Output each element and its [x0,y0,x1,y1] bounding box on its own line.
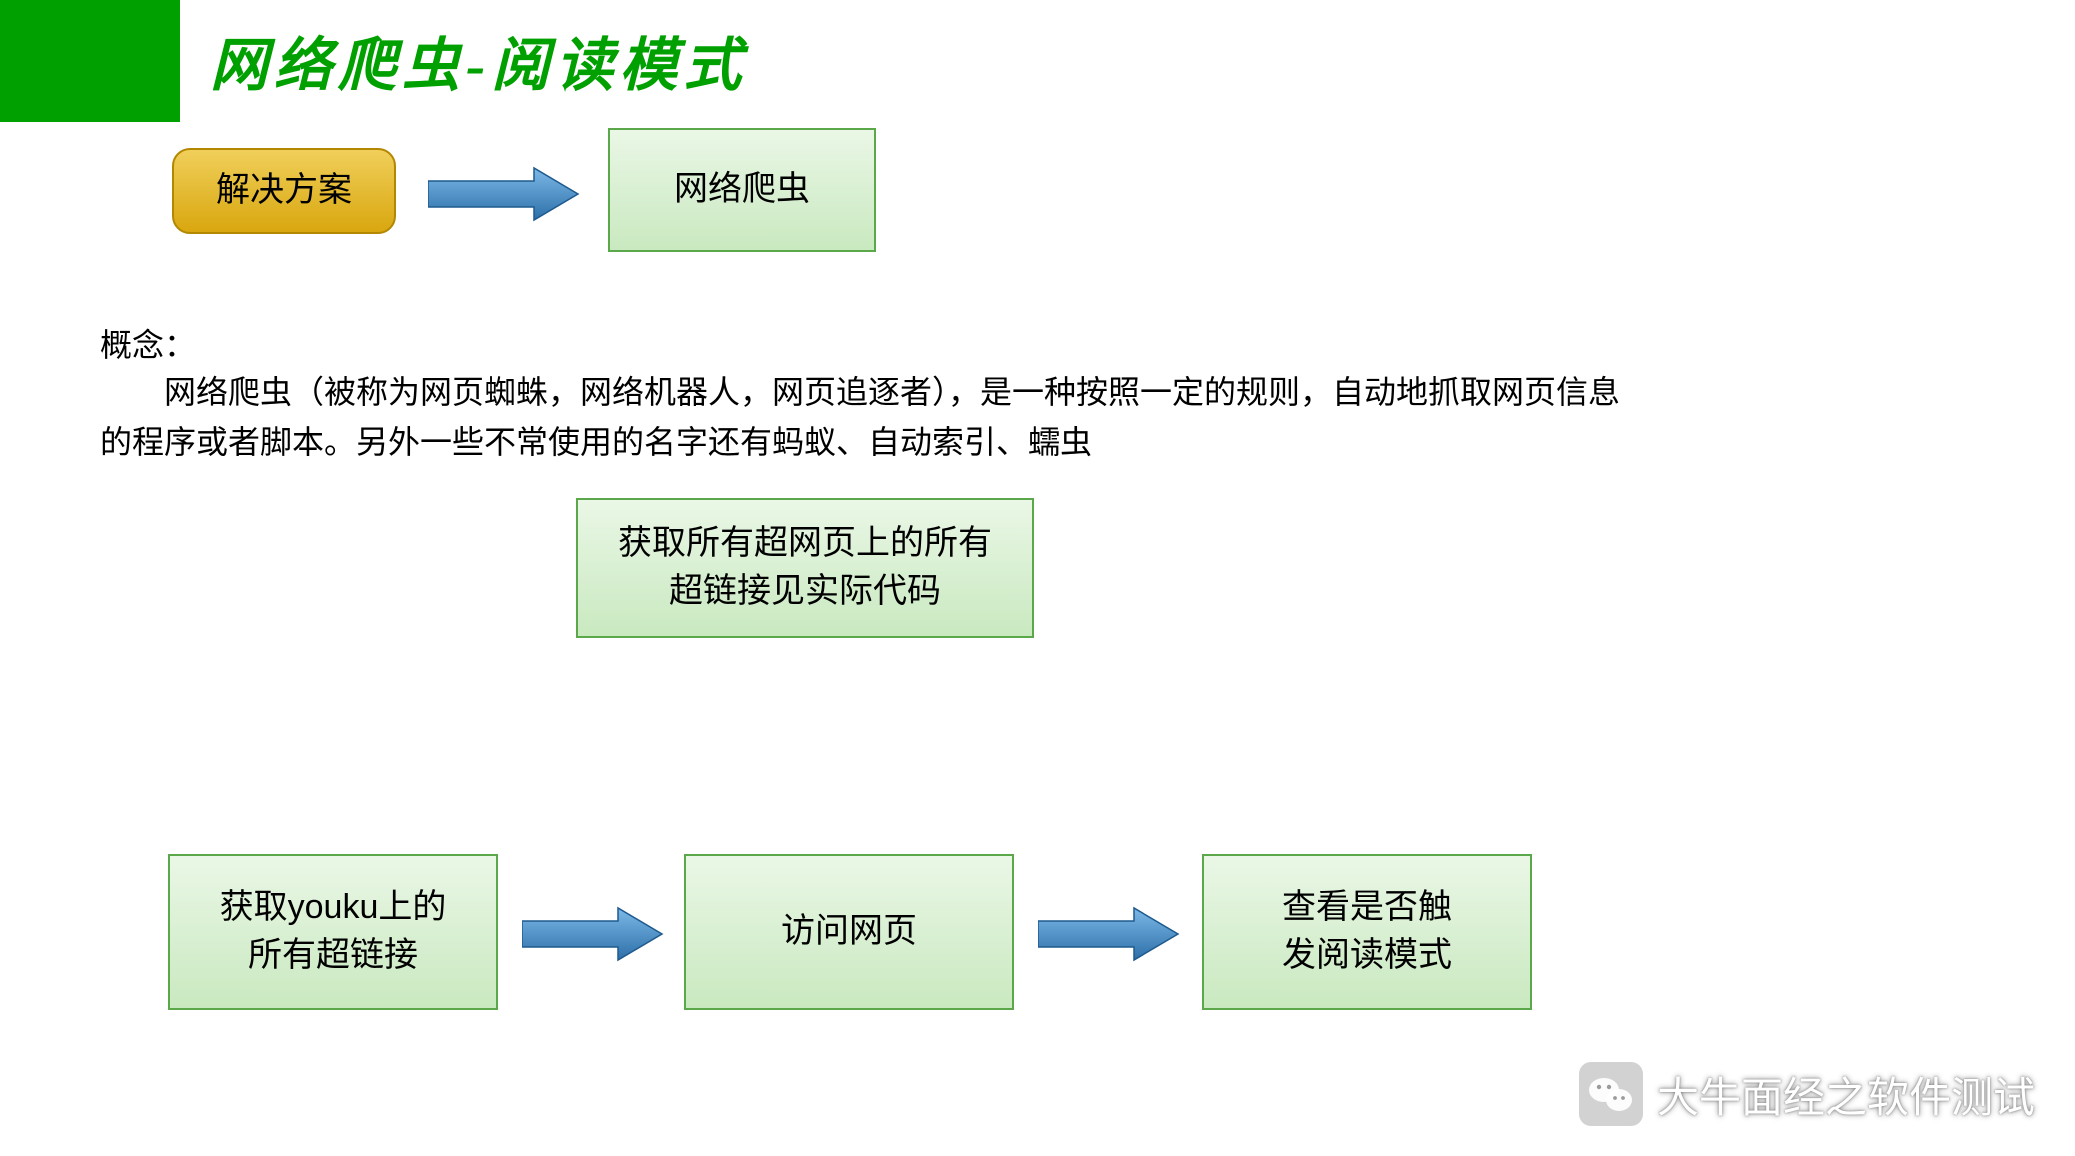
box-check-label: 查看是否触 发阅读模式 [1282,884,1452,979]
wechat-icon [1579,1062,1643,1126]
box-getlinks-code-label: 获取所有超网页上的所有 超链接见实际代码 [618,520,992,615]
arrow-3 [1038,906,1184,962]
box-crawler: 网络爬虫 [608,128,876,252]
box-check: 查看是否触 发阅读模式 [1202,854,1532,1010]
box-getlinks-code: 获取所有超网页上的所有 超链接见实际代码 [576,498,1034,638]
box-solution-label: 解决方案 [216,167,352,215]
box-crawler-label: 网络爬虫 [674,166,810,214]
box-visit-label: 访问网页 [781,908,917,956]
concept-label: 概念： [100,320,196,366]
box-youku: 获取youku上的 所有超链接 [168,854,498,1010]
watermark-text: 大牛面经之软件测试 [1657,1064,2035,1125]
concept-text: 网络爬虫（被称为网页蜘蛛，网络机器人，网页追逐者），是一种按照一定的规则，自动地… [100,368,1650,467]
arrow-2 [522,906,668,962]
box-solution: 解决方案 [172,148,396,234]
page-title: 网络爬虫-阅读模式 [210,18,747,102]
box-visit: 访问网页 [684,854,1014,1010]
box-youku-label: 获取youku上的 所有超链接 [220,884,447,979]
header-accent-block [0,0,180,122]
watermark: 大牛面经之软件测试 [1579,1062,2035,1126]
arrow-1 [428,166,584,222]
